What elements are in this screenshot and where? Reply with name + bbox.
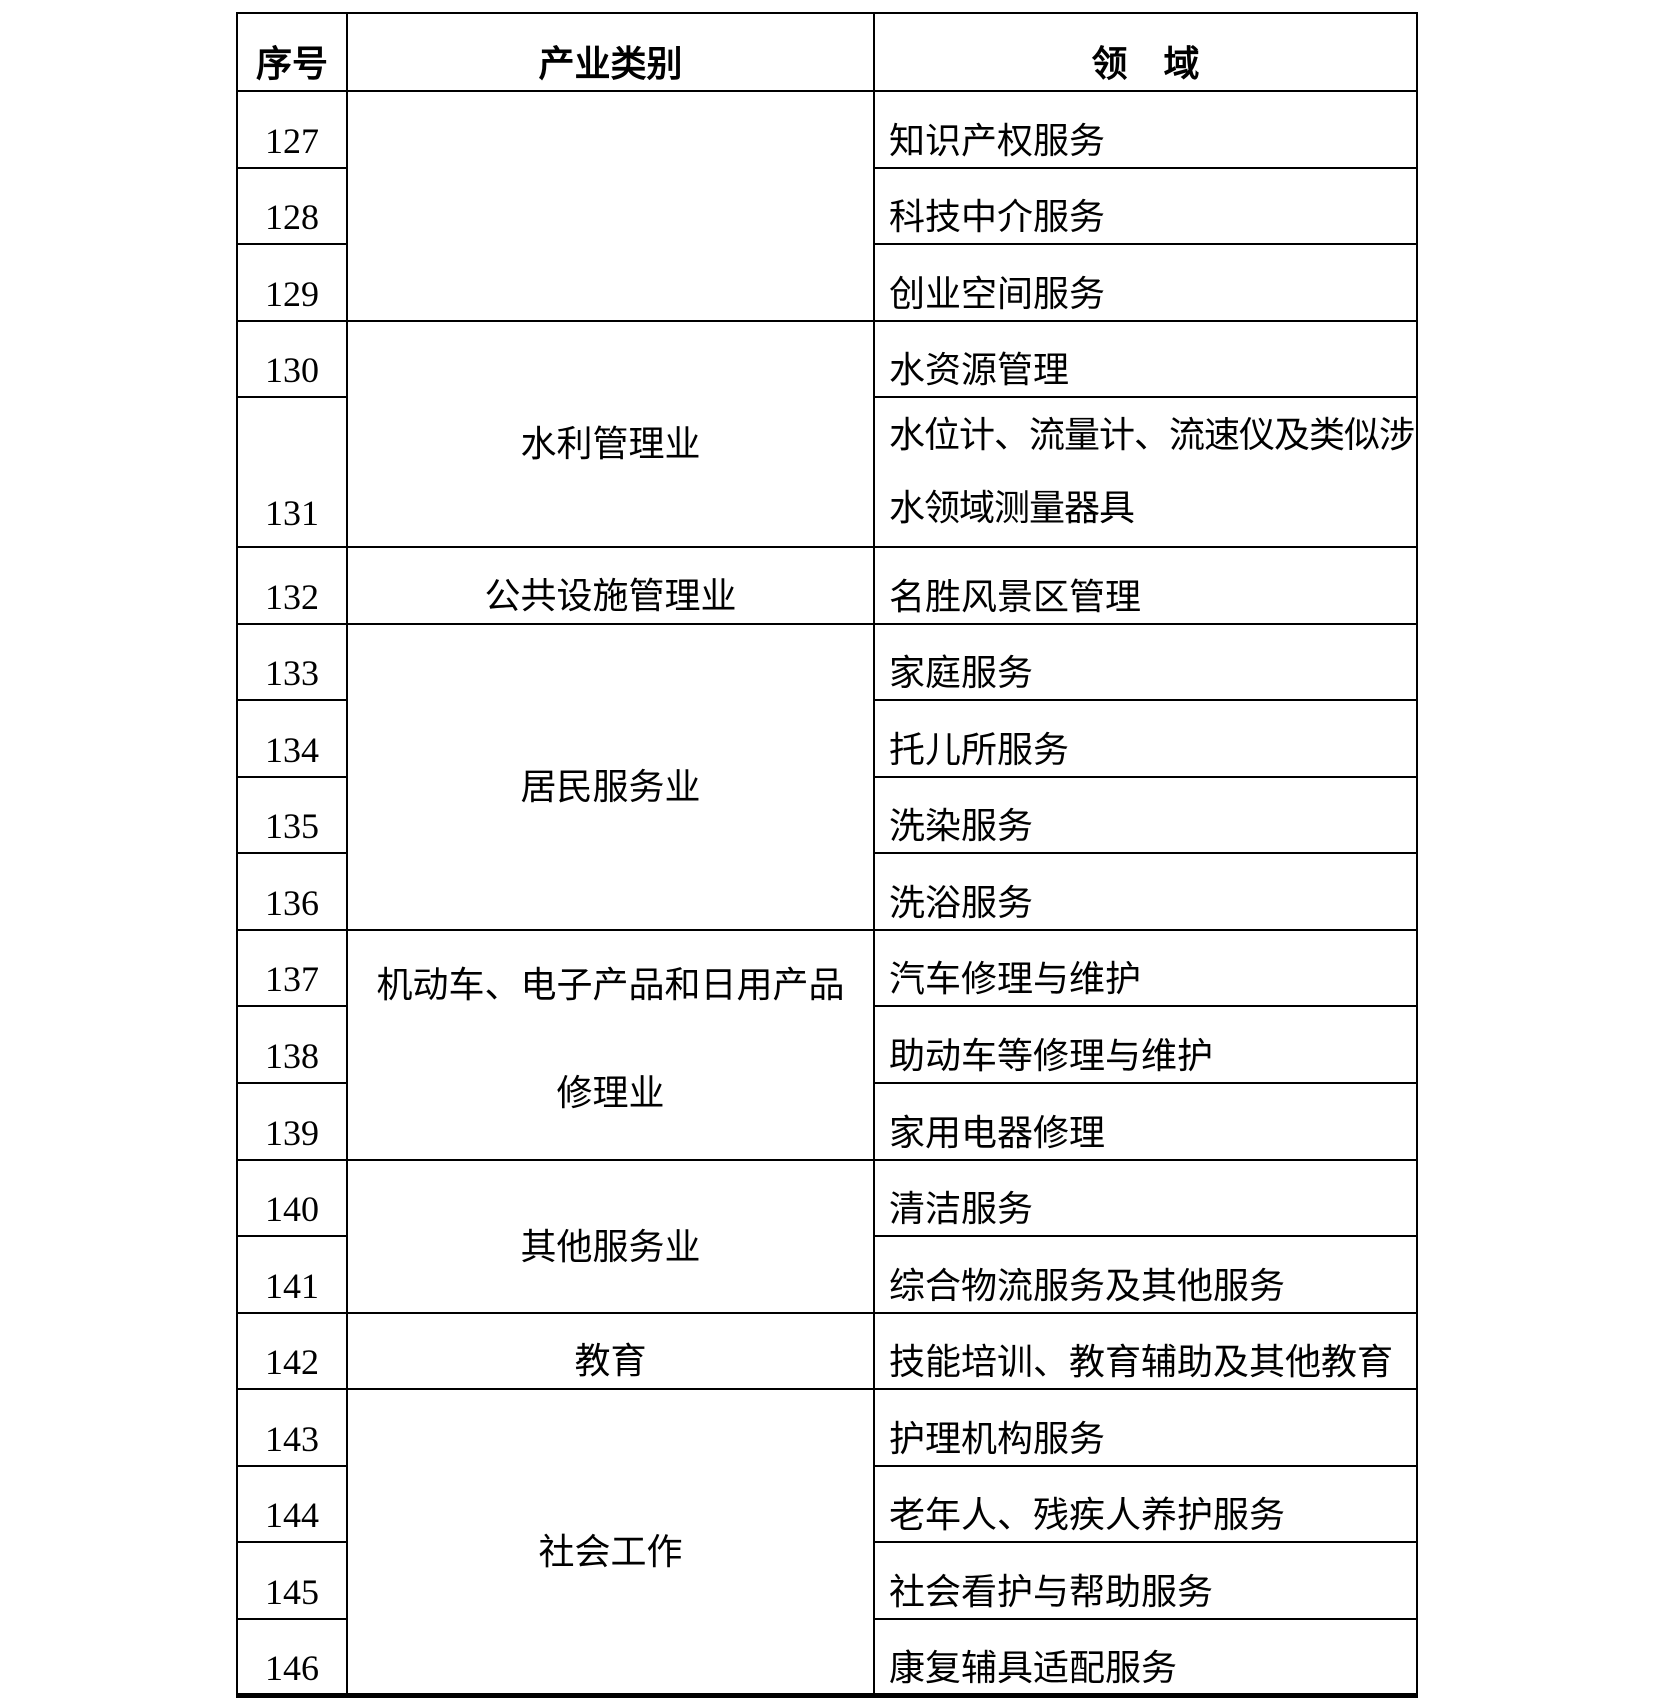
serial-cell: 130 — [236, 319, 348, 398]
serial-cell: 136 — [236, 852, 348, 931]
serial-cell: 131 — [236, 396, 348, 548]
table-row-137: 137 机动车、电子产品和日用产品 修理业 汽车修理与维护 — [236, 928, 1418, 1161]
serial-cell: 135 — [236, 775, 348, 854]
serial-cell: 146 — [236, 1617, 348, 1696]
header-cell-field: 领 域 — [873, 12, 1418, 92]
table-row-142: 142 教育 技能培训、教育辅助及其他教育 — [236, 1311, 1418, 1390]
field-line-2: 水领域测量器具 — [889, 488, 1135, 528]
table-row-134: 134 托儿所服务 — [236, 699, 1418, 778]
table-header-row: 序号 产业类别 领 域 — [236, 12, 1418, 92]
field-cell: 托儿所服务 — [873, 699, 1418, 778]
category-cell-public-facilities: 公共设施管理业 — [346, 546, 875, 625]
serial-cell: 127 — [236, 90, 348, 169]
field-line-1: 水位计、流量计、流速仪及类似涉 — [889, 415, 1415, 455]
table-row-132: 132 公共设施管理业 名胜风景区管理 — [236, 546, 1418, 625]
field-cell: 汽车修理与维护 — [873, 928, 1418, 1008]
table-row-140: 140 其他服务业 清洁服务 — [236, 1158, 1418, 1314]
field-cell: 老年人、残疾人养护服务 — [873, 1464, 1418, 1543]
category-cell-other-services: 其他服务业 — [346, 1158, 875, 1314]
field-cell: 助动车等修理与维护 — [873, 1005, 1418, 1084]
field-cell: 技能培训、教育辅助及其他教育 — [873, 1311, 1418, 1390]
industry-category-table: 序号 产业类别 领 域 127 知识产权服务 128 科技中介服务 129 创业… — [236, 12, 1418, 1698]
serial-cell: 137 — [236, 928, 348, 1008]
category-cell-social-work: 社会工作 — [346, 1388, 875, 1696]
field-cell: 社会看护与帮助服务 — [873, 1541, 1418, 1620]
table-row-141: 141 综合物流服务及其他服务 — [236, 1235, 1418, 1314]
table-row-133: 133 居民服务业 家庭服务 — [236, 622, 1418, 931]
serial-cell: 141 — [236, 1235, 348, 1314]
field-cell: 名胜风景区管理 — [873, 546, 1418, 625]
table-row-143: 143 社会工作 护理机构服务 — [236, 1388, 1418, 1696]
table-row-136: 136 洗浴服务 — [236, 852, 1418, 931]
category-cell-water-management: 水利管理业 — [346, 319, 875, 548]
table-row-138: 138 助动车等修理与维护 — [236, 1005, 1418, 1084]
field-cell: 水位计、流量计、流速仪及类似涉 水领域测量器具 — [873, 396, 1418, 548]
serial-cell: 128 — [236, 166, 348, 245]
field-cell: 康复辅具适配服务 — [873, 1617, 1418, 1696]
table-row-127: 127 知识产权服务 — [236, 90, 1418, 322]
field-cell: 知识产权服务 — [873, 90, 1418, 169]
serial-cell: 138 — [236, 1005, 348, 1084]
field-cell: 水资源管理 — [873, 319, 1418, 398]
serial-cell: 132 — [236, 546, 348, 625]
table-row-139: 139 家用电器修理 — [236, 1081, 1418, 1161]
category-line-2: 修理业 — [556, 1072, 665, 1113]
category-cell-resident-services: 居民服务业 — [346, 622, 875, 931]
field-cell: 洗浴服务 — [873, 852, 1418, 931]
serial-cell: 140 — [236, 1158, 348, 1237]
serial-cell: 145 — [236, 1541, 348, 1620]
category-cell-education: 教育 — [346, 1311, 875, 1390]
table-row-128: 128 科技中介服务 — [236, 166, 1418, 245]
field-cell: 创业空间服务 — [873, 243, 1418, 322]
field-cell: 家用电器修理 — [873, 1081, 1418, 1161]
field-cell: 清洁服务 — [873, 1158, 1418, 1237]
category-line-1: 机动车、电子产品和日用产品 — [376, 964, 845, 1005]
field-cell: 科技中介服务 — [873, 166, 1418, 245]
field-cell: 综合物流服务及其他服务 — [873, 1235, 1418, 1314]
table-row-130: 130 水利管理业 水资源管理 — [236, 319, 1418, 548]
serial-cell: 129 — [236, 243, 348, 322]
category-cell-blank — [346, 90, 875, 322]
serial-cell: 142 — [236, 1311, 348, 1390]
serial-cell: 143 — [236, 1388, 348, 1467]
field-cell: 家庭服务 — [873, 622, 1418, 701]
table-row-145: 145 社会看护与帮助服务 — [236, 1541, 1418, 1620]
header-cell-serial: 序号 — [236, 12, 348, 92]
header-cell-category: 产业类别 — [346, 12, 875, 92]
serial-cell: 139 — [236, 1081, 348, 1161]
field-cell: 护理机构服务 — [873, 1388, 1418, 1467]
serial-cell: 133 — [236, 622, 348, 701]
table-row-131: 131 水位计、流量计、流速仪及类似涉 水领域测量器具 — [236, 396, 1418, 548]
table-row-129: 129 创业空间服务 — [236, 243, 1418, 322]
table-row-146: 146 康复辅具适配服务 — [236, 1617, 1418, 1696]
category-cell-vehicle-repair: 机动车、电子产品和日用产品 修理业 — [346, 928, 875, 1161]
serial-cell: 134 — [236, 699, 348, 778]
table-row-144: 144 老年人、残疾人养护服务 — [236, 1464, 1418, 1543]
serial-cell: 144 — [236, 1464, 348, 1543]
field-cell: 洗染服务 — [873, 775, 1418, 854]
table-row-135: 135 洗染服务 — [236, 775, 1418, 854]
